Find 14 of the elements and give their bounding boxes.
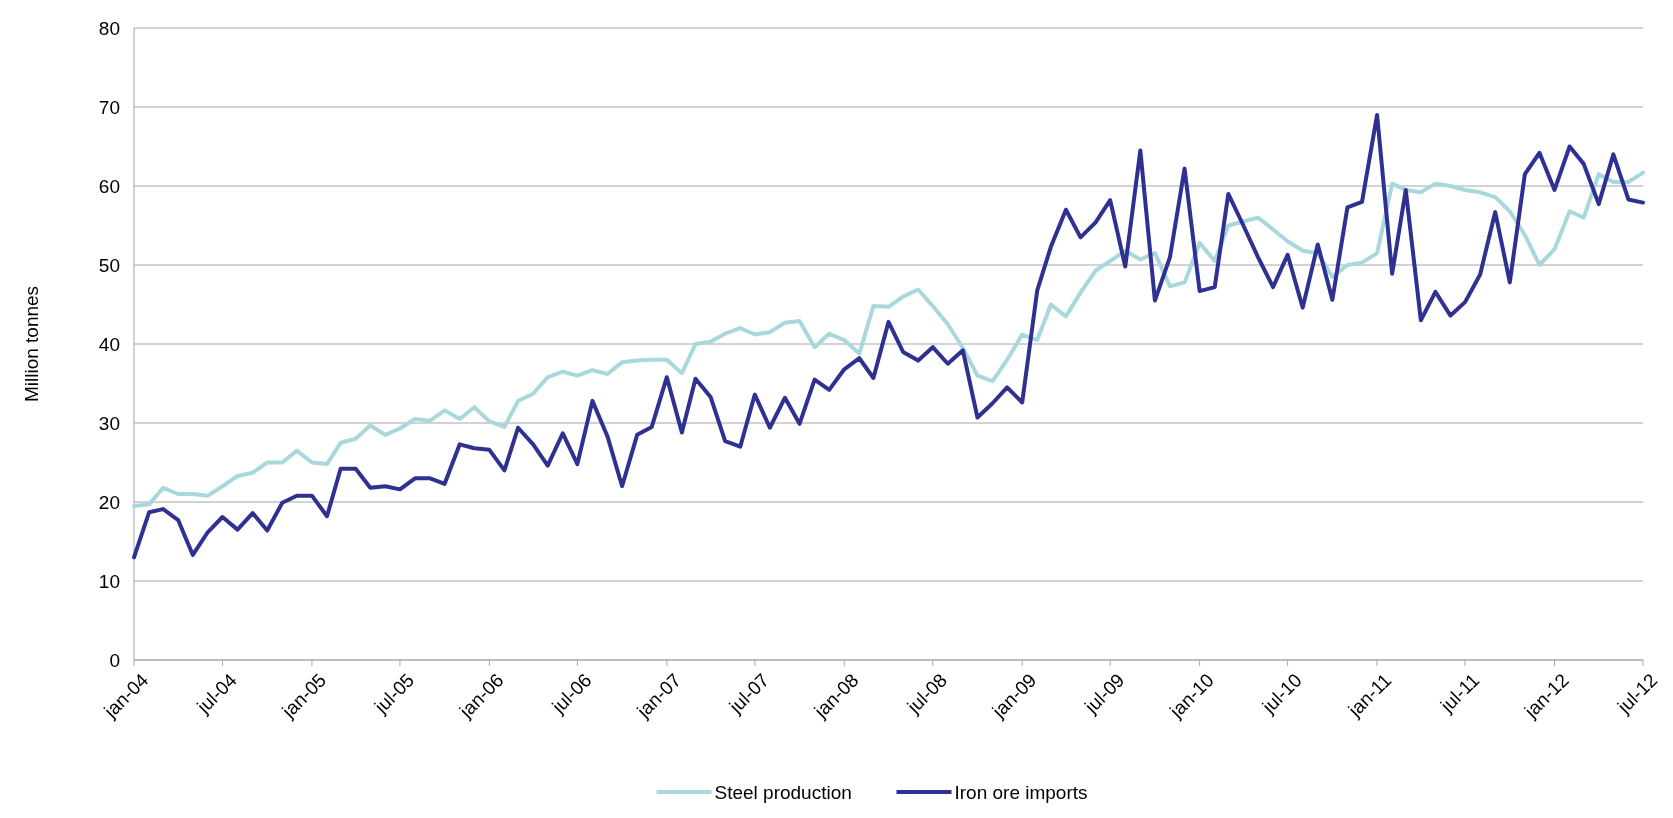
line-series [132, 170, 1645, 508]
y-tick-label: 0 [109, 649, 120, 671]
y-tick-label: 20 [98, 491, 120, 513]
y-tick-label: 50 [98, 254, 120, 276]
legend-label: Iron ore imports [954, 781, 1088, 803]
line-series [132, 112, 1645, 560]
y-tick-label: 70 [98, 96, 120, 118]
y-tick-label: 10 [98, 570, 120, 592]
y-axis-title: Million tonnes [21, 285, 42, 403]
y-tick-label: 80 [98, 17, 120, 39]
y-tick-label: 30 [98, 412, 120, 434]
y-tick-label: 40 [98, 333, 120, 355]
legend-label: Steel production [714, 781, 852, 803]
y-tick-label: 60 [98, 175, 120, 197]
